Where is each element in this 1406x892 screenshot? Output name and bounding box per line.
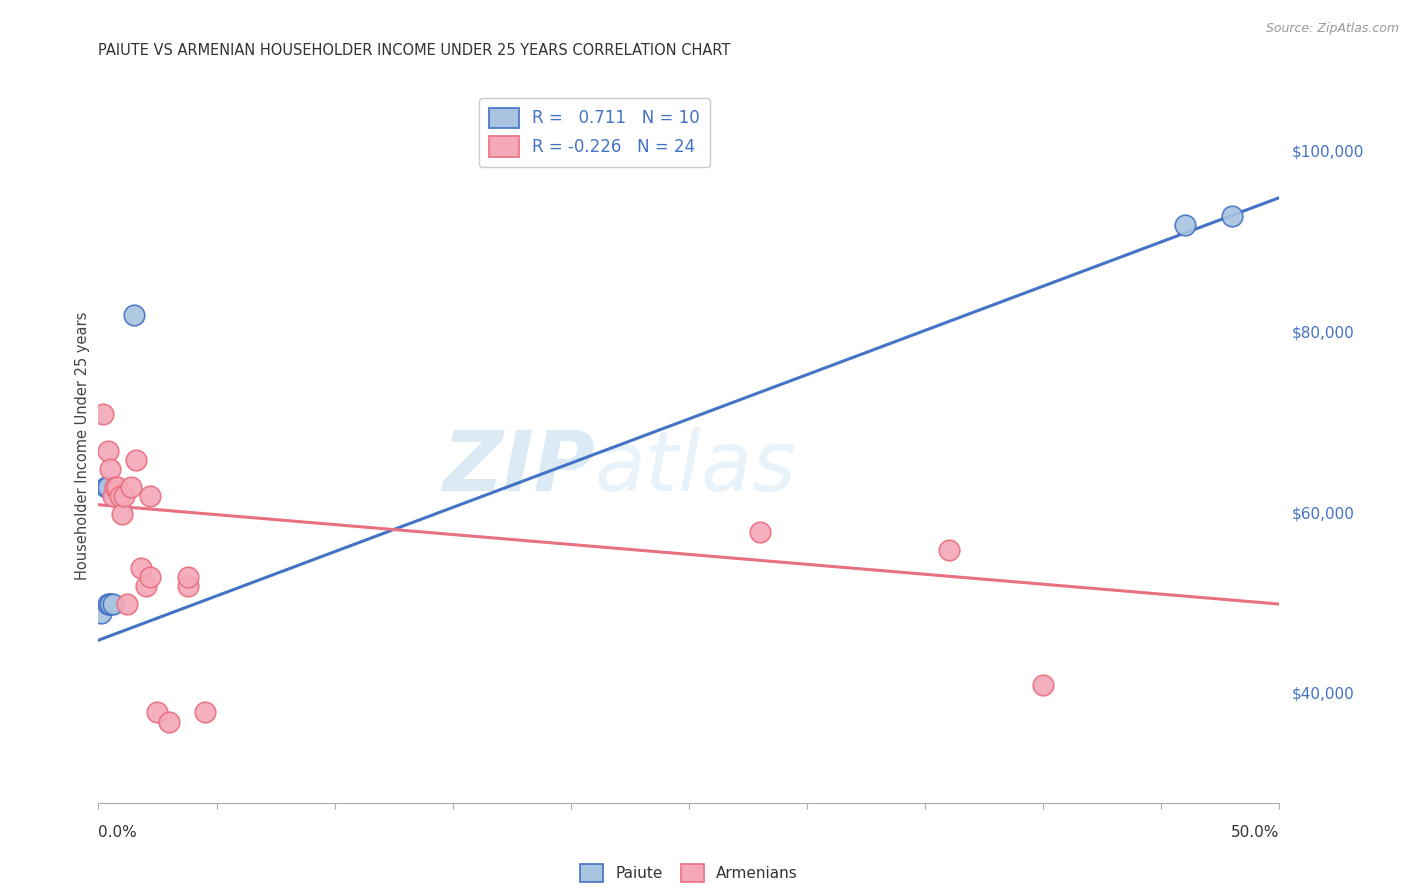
Point: [938, 542, 960, 557]
Point: [139, 570, 162, 584]
Point: [121, 480, 143, 494]
Point: [97, 597, 120, 611]
Point: [98, 597, 121, 611]
Point: [194, 706, 217, 720]
Text: ZIP: ZIP: [441, 427, 595, 508]
Point: [94, 480, 117, 494]
Point: [122, 308, 145, 322]
Y-axis label: Householder Income Under 25 years: Householder Income Under 25 years: [75, 312, 90, 580]
Point: [97, 443, 120, 458]
Point: [108, 489, 131, 503]
Text: $40,000: $40,000: [1291, 687, 1354, 702]
Text: PAIUTE VS ARMENIAN HOUSEHOLDER INCOME UNDER 25 YEARS CORRELATION CHART: PAIUTE VS ARMENIAN HOUSEHOLDER INCOME UN…: [98, 43, 731, 58]
Point: [1032, 678, 1054, 692]
Point: [139, 489, 162, 503]
Text: 50.0%: 50.0%: [1232, 825, 1279, 840]
Point: [1220, 209, 1243, 223]
Point: [98, 461, 121, 475]
Point: [112, 489, 135, 503]
Point: [101, 489, 124, 503]
Point: [91, 408, 114, 422]
Legend: Paiute, Armenians: Paiute, Armenians: [574, 858, 804, 888]
Point: [1174, 218, 1197, 232]
Point: [101, 597, 124, 611]
Point: [177, 570, 200, 584]
Point: [115, 597, 138, 611]
Point: [177, 579, 200, 593]
Point: [157, 714, 180, 729]
Point: [97, 480, 120, 494]
Text: $60,000: $60,000: [1291, 507, 1354, 521]
Point: [125, 452, 148, 467]
Point: [104, 480, 127, 494]
Point: [105, 480, 128, 494]
Text: $80,000: $80,000: [1291, 326, 1354, 341]
Point: [111, 507, 134, 521]
Text: Source: ZipAtlas.com: Source: ZipAtlas.com: [1265, 22, 1399, 36]
Point: [135, 579, 157, 593]
Text: $100,000: $100,000: [1291, 145, 1364, 160]
Point: [90, 606, 112, 620]
Text: 0.0%: 0.0%: [98, 825, 138, 840]
Text: atlas: atlas: [595, 427, 796, 508]
Point: [129, 561, 152, 575]
Point: [748, 524, 770, 539]
Point: [98, 597, 121, 611]
Point: [146, 706, 169, 720]
